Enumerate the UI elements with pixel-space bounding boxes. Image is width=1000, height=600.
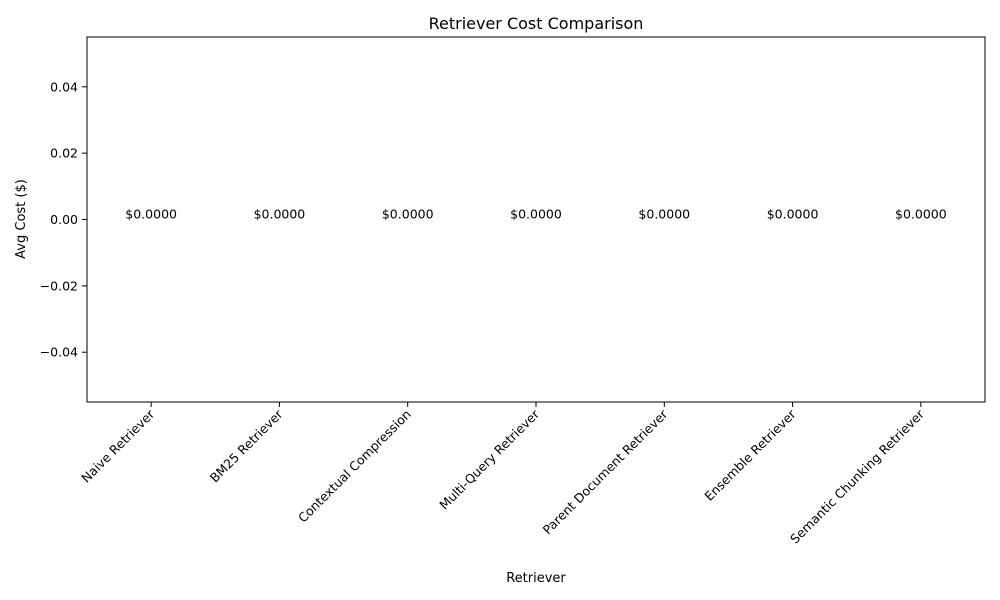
y-tick-label: 0.02	[50, 146, 78, 161]
x-tick-label: Semantic Chunking Retriever	[787, 406, 928, 547]
x-tick-label: Naive Retriever	[78, 406, 158, 486]
bar-value-label: $0.0000	[767, 207, 819, 222]
y-tick-label: −0.02	[40, 278, 78, 293]
x-tick-label: BM25 Retriever	[207, 406, 286, 485]
x-tick-label: Multi-Query Retriever	[436, 406, 542, 512]
x-tick-label: Ensemble Retriever	[701, 406, 799, 504]
bar-value-label: $0.0000	[510, 207, 562, 222]
bar-value-label: $0.0000	[382, 207, 434, 222]
y-tick-label: 0.04	[50, 79, 78, 94]
x-tick-label: Contextual Compression	[295, 407, 414, 526]
y-tick-label: −0.04	[40, 345, 78, 360]
y-axis: −0.04 −0.02 0.00 0.02 0.04	[40, 79, 87, 360]
x-tick-label: Parent Document Retriever	[540, 406, 671, 537]
x-axis-label: Retriever	[506, 571, 566, 586]
y-tick-label: 0.00	[50, 212, 78, 227]
bar-value-label: $0.0000	[254, 207, 306, 222]
bar-value-label: $0.0000	[638, 207, 690, 222]
bar-value-label: $0.0000	[125, 207, 177, 222]
x-axis: Naive Retriever BM25 Retriever Contextual …	[78, 402, 928, 547]
chart-title: Retriever Cost Comparison	[429, 14, 644, 33]
data-labels: $0.0000 $0.0000 $0.0000 $0.0000 $0.0000 $0.00…	[125, 207, 946, 222]
bar-value-label: $0.0000	[895, 207, 947, 222]
y-axis-label: Avg Cost ($)	[14, 179, 29, 259]
